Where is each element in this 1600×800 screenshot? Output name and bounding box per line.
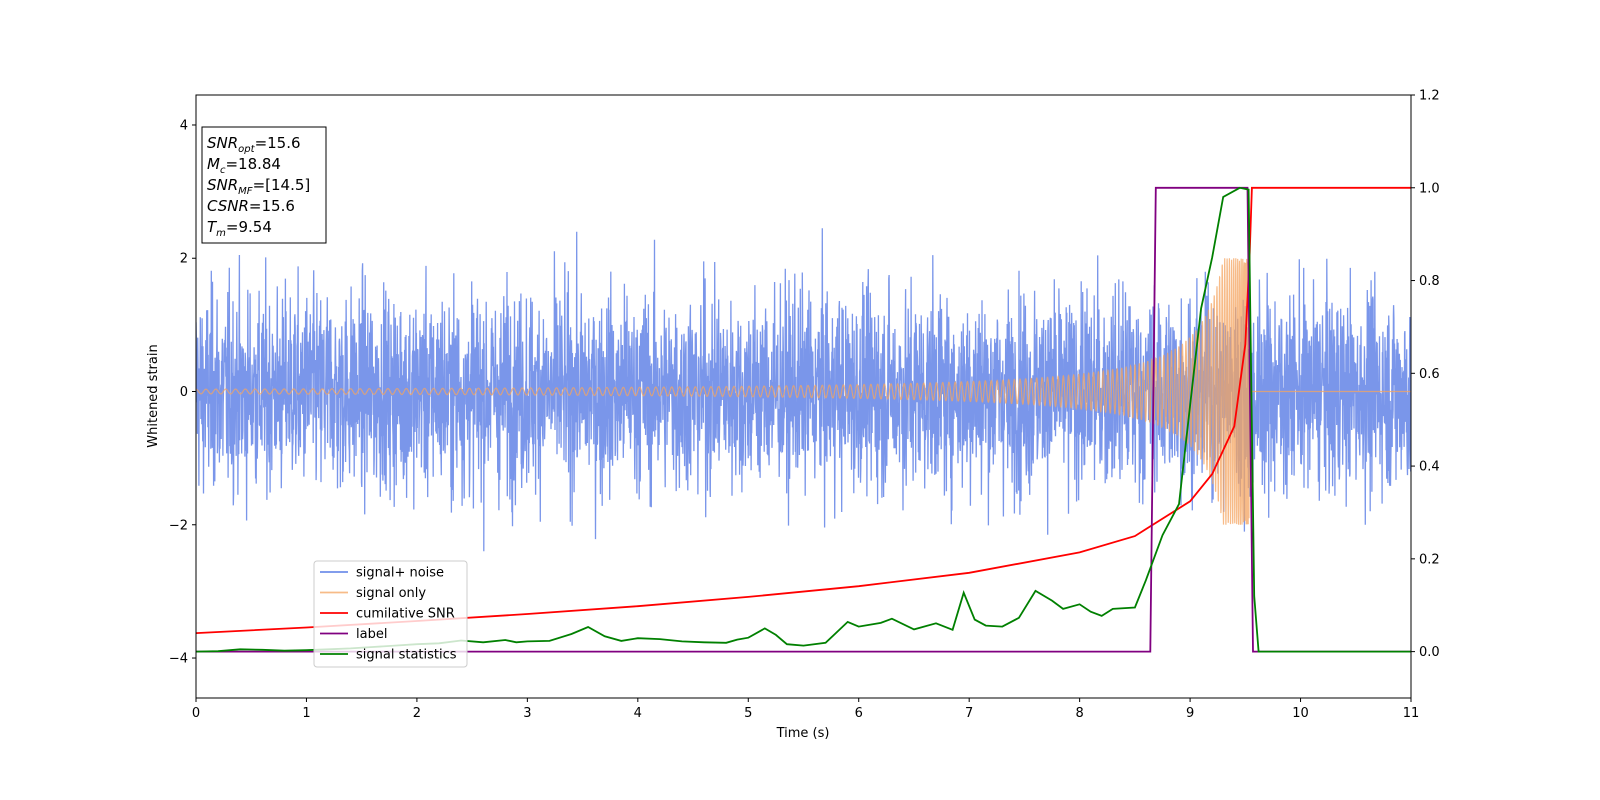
x-tick-label: 9 [1186,706,1194,721]
x-tick-label: 11 [1403,706,1420,721]
annotation-line: CSNR=15.6 [207,197,295,215]
legend: signal+ noise signal only cumilative SNR la… [313,560,468,668]
y-tick-label-right: 0.8 [1419,274,1440,289]
annotation-frame [201,126,327,244]
y-tick-label-left: −2 [169,518,188,533]
y-tick-label-right: 0.2 [1419,552,1440,567]
y-tick-label-left: 0 [180,385,188,400]
y-tick-label-left: 4 [180,118,188,133]
y-axis-left: −4 −2 0 2 4 [169,118,196,667]
legend-label: signal only [356,586,426,601]
y-tick-label-right: 0.6 [1419,367,1440,382]
series-layer [196,186,1411,653]
x-tick-label: 1 [302,706,310,721]
series-signal-only [196,258,1411,525]
x-tick-label: 8 [1075,706,1083,721]
annotation-line: Mc=18.84 [207,155,281,176]
x-tick-label: 5 [744,706,752,721]
x-tick-label: 3 [523,706,531,721]
y-tick-label-left: −4 [169,652,188,667]
annotation-line: SNRMF=[14.5] [207,176,310,197]
annotation-box: SNRopt=15.6Mc=18.84SNRMF=[14.5]CSNR=15.6… [201,126,327,244]
y-tick-label-right: 1.2 [1419,89,1440,104]
y-tick-label-left: 2 [180,252,188,267]
x-tick-label: 6 [855,706,863,721]
y-tick-label-right: 0.0 [1419,645,1440,660]
annotation-line: Tm=9.54 [207,218,272,239]
plot-frame [195,94,1412,699]
y-axis-right: 0.0 0.2 0.4 0.6 0.8 1.0 1.2 [1411,89,1440,660]
legend-frame [313,560,468,668]
annotation-line: SNRopt=15.6 [207,134,301,155]
x-tick-label: 4 [634,706,642,721]
x-tick-label: 0 [192,706,200,721]
legend-label: cumilative SNR [356,607,455,622]
y-tick-label-right: 1.0 [1419,181,1440,196]
x-tick-label: 2 [413,706,421,721]
series-cumilative-snr [196,186,1411,634]
y-axis-label-left: Whitened strain [146,344,161,447]
x-tick-label: 7 [965,706,973,721]
legend-label: label [356,627,387,642]
legend-label: signal+ noise [356,566,444,581]
y-tick-label-right: 0.4 [1419,460,1440,475]
x-tick-label: 10 [1292,706,1309,721]
x-axis: 0 1 2 3 4 5 6 7 8 9 10 11 [192,698,1419,721]
legend-label: signal statistics [356,648,457,663]
x-axis-label: Time (s) [776,726,830,741]
